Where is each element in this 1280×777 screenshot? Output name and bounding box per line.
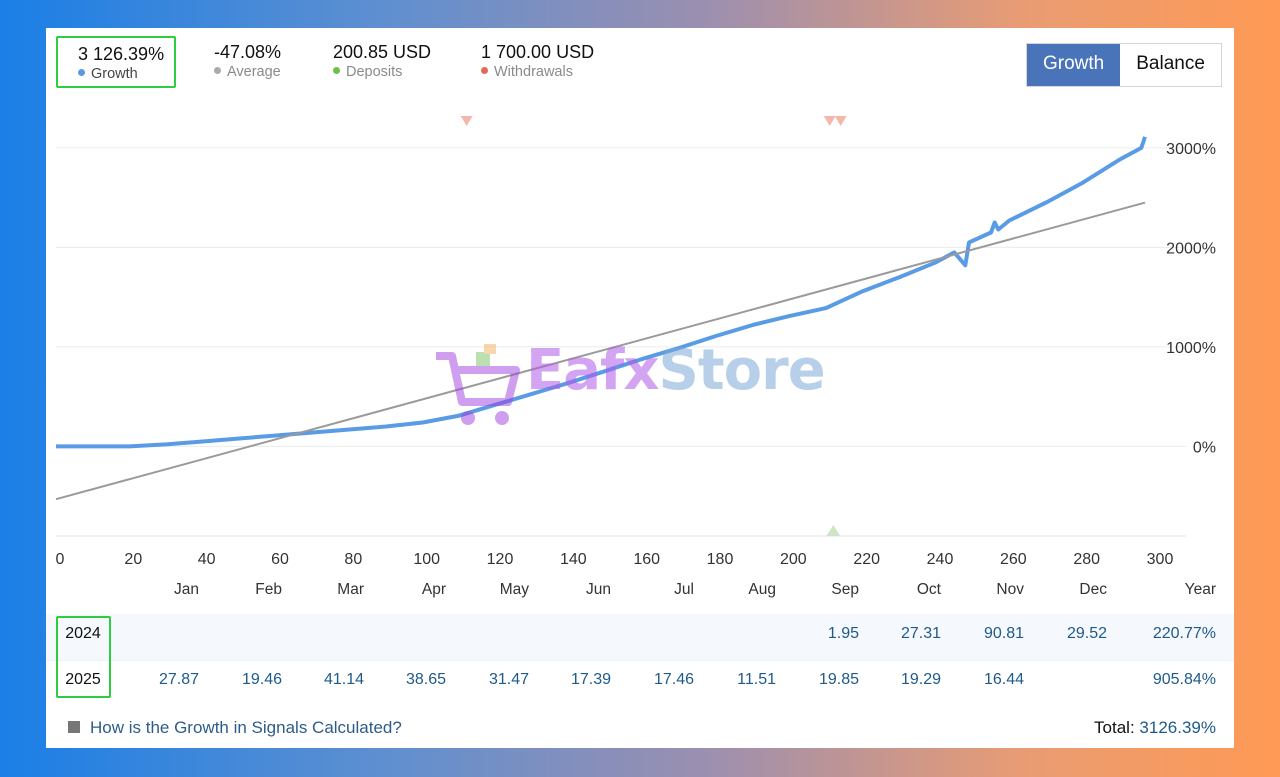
average-dot-icon [214, 66, 221, 74]
growth-label: Growth [91, 66, 138, 82]
month-header: Jun [586, 581, 611, 598]
deposits-label: Deposits [346, 64, 403, 80]
x-tick-label: 140 [560, 551, 587, 568]
withdrawals-label: Withdrawals [494, 64, 573, 80]
month-value[interactable]: 17.39 [570, 671, 611, 688]
x-tick-label: 0 [56, 551, 65, 568]
growth-help-link-text: How is the Growth in Signals Calculated? [90, 718, 402, 737]
deposits-stat: 200.85 USD Deposits [333, 42, 431, 80]
month-value[interactable]: 16.44 [983, 671, 1024, 688]
year-row-2025: 2025 27.87 19.46 41.14 38.65 31.47 17.39 17.46 1… [46, 671, 1234, 699]
total-growth: Total: 3126.39% [1094, 718, 1216, 738]
month-value[interactable]: 17.46 [653, 671, 694, 688]
y-tick-label: 3000% [1166, 141, 1216, 158]
month-header: Oct [916, 581, 941, 598]
x-tick-label: 80 [344, 551, 362, 568]
cart-logo-icon [436, 344, 520, 425]
month-header: Nov [996, 581, 1024, 598]
month-value[interactable]: 41.14 [323, 671, 364, 688]
year-highlight-box [56, 616, 111, 698]
chart-mode-toggle: Growth Balance [1026, 43, 1222, 87]
signal-growth-card: 3 126.39% Growth -47.08% Average 200.85 … [46, 28, 1234, 748]
year-label[interactable]: 2025 [65, 671, 101, 688]
average-value: -47.08% [214, 42, 282, 62]
month-value[interactable]: 11.51 [737, 671, 776, 688]
month-value[interactable]: 29.52 [1066, 625, 1107, 642]
month-header: Aug [748, 581, 776, 598]
growth-chart: 3000% 2000% 1000% 0% 0 20 40 60 80 100 120 140 160 18… [55, 116, 1216, 568]
growth-stat[interactable]: 3 126.39% Growth [56, 36, 176, 88]
x-tick-label: 240 [927, 551, 954, 568]
deposits-dot-icon [333, 66, 340, 74]
x-tick-label: 160 [633, 551, 660, 568]
month-header: Jul [674, 581, 694, 598]
month-value[interactable]: 19.46 [241, 671, 282, 688]
deposit-marker [826, 525, 841, 536]
month-value[interactable]: 19.29 [900, 671, 941, 688]
month-value[interactable]: 905.84% [1152, 671, 1216, 688]
month-header: Feb [255, 581, 282, 598]
month-value[interactable]: 1.95 [827, 625, 859, 642]
month-value[interactable]: 90.81 [983, 625, 1024, 642]
growth-value: 3 126.39% [78, 44, 165, 64]
withdrawal-marker [834, 116, 847, 126]
x-tick-label: 220 [853, 551, 880, 568]
month-header-row: Jan Feb Mar Apr May Jun Jul Aug Sep Oct Nov Dec Year [46, 581, 1234, 609]
average-trend-line [55, 201, 1146, 501]
x-tick-label: 200 [780, 551, 807, 568]
average-label: Average [227, 64, 281, 80]
year-label[interactable]: 2024 [65, 625, 101, 642]
deposits-value: 200.85 USD [333, 42, 432, 62]
year-row-2024: 2024 1.95 27.31 90.81 29.52 220.77% [46, 625, 1234, 653]
row-stripe-2025 [46, 660, 1234, 707]
x-tick-label: 300 [1147, 551, 1174, 568]
month-value[interactable]: 38.65 [405, 671, 446, 688]
month-header: Mar [337, 581, 364, 598]
month-value[interactable]: 220.77% [1152, 625, 1216, 642]
y-tick-label: 2000% [1166, 240, 1216, 257]
row-stripe-2024 [46, 614, 1234, 660]
month-header: Dec [1079, 581, 1107, 598]
watermark-logo: EafxStore [426, 338, 826, 403]
watermark-part2: Store [658, 338, 826, 403]
withdrawals-dot-icon [481, 66, 488, 74]
month-value[interactable]: 27.87 [158, 671, 199, 688]
x-tick-label: 120 [487, 551, 514, 568]
month-header: Sep [831, 581, 859, 598]
x-tick-label: 180 [707, 551, 734, 568]
withdrawal-marker [823, 116, 836, 126]
x-tick-label: 280 [1073, 551, 1100, 568]
info-book-icon [68, 720, 80, 733]
x-tick-label: 40 [198, 551, 216, 568]
growth-dot-icon [78, 68, 85, 76]
x-tick-label: 60 [271, 551, 289, 568]
withdrawals-stat: 1 700.00 USD Withdrawals [481, 42, 594, 80]
balance-toggle-button[interactable]: Balance [1120, 44, 1221, 86]
y-tick-label: 1000% [1166, 340, 1216, 357]
watermark-part1: Eafx [526, 338, 660, 403]
growth-series-line [56, 136, 1147, 449]
x-tick-label: 20 [124, 551, 142, 568]
total-label: Total: [1094, 718, 1135, 737]
total-value: 3126.39% [1139, 718, 1216, 737]
withdrawals-value: 1 700.00 USD [481, 42, 595, 62]
month-value[interactable]: 27.31 [900, 625, 941, 642]
month-header: May [499, 581, 529, 598]
month-value[interactable]: 31.47 [488, 671, 529, 688]
x-tick-label: 260 [1000, 551, 1027, 568]
month-header: Year [1184, 581, 1216, 598]
month-header: Apr [421, 581, 446, 598]
y-tick-label: 0% [1193, 439, 1216, 456]
withdrawal-marker [460, 116, 473, 126]
growth-help-link[interactable]: How is the Growth in Signals Calculated? [68, 718, 402, 738]
x-tick-label: 100 [413, 551, 440, 568]
month-value[interactable]: 19.85 [818, 671, 859, 688]
growth-toggle-button[interactable]: Growth [1027, 44, 1121, 86]
month-header: Jan [174, 581, 199, 598]
average-stat: -47.08% Average [214, 42, 281, 80]
